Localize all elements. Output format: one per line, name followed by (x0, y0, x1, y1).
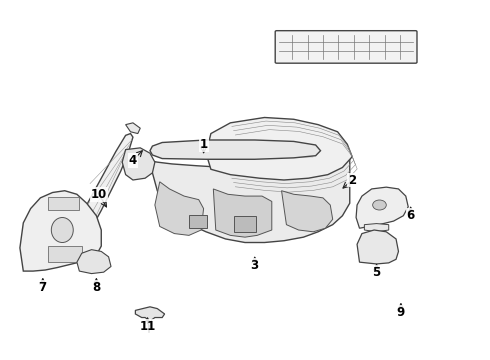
Polygon shape (147, 158, 350, 243)
Text: 1: 1 (199, 138, 208, 151)
Polygon shape (206, 117, 352, 180)
Polygon shape (356, 187, 408, 228)
Text: 5: 5 (372, 266, 381, 279)
Text: 7: 7 (39, 281, 47, 294)
Bar (48, 246, 82, 262)
Ellipse shape (51, 217, 73, 243)
Text: 8: 8 (92, 281, 100, 294)
Bar (189, 215, 207, 228)
Text: 3: 3 (251, 259, 259, 272)
Text: 6: 6 (407, 209, 415, 222)
Polygon shape (74, 134, 133, 257)
Polygon shape (135, 307, 165, 327)
Text: 9: 9 (397, 306, 405, 319)
Polygon shape (125, 123, 140, 134)
Polygon shape (357, 230, 398, 264)
Text: 4: 4 (129, 154, 137, 167)
Text: 2: 2 (348, 174, 356, 186)
Polygon shape (20, 191, 101, 271)
Polygon shape (77, 249, 111, 274)
Polygon shape (155, 182, 203, 235)
Bar (234, 216, 256, 232)
Text: 10: 10 (91, 188, 107, 201)
Bar (48, 197, 79, 210)
Circle shape (373, 200, 386, 210)
Polygon shape (213, 189, 272, 237)
FancyBboxPatch shape (275, 31, 417, 63)
Text: 11: 11 (140, 320, 156, 333)
Polygon shape (122, 148, 155, 180)
Polygon shape (365, 224, 389, 232)
Polygon shape (282, 191, 333, 232)
Polygon shape (150, 140, 320, 159)
